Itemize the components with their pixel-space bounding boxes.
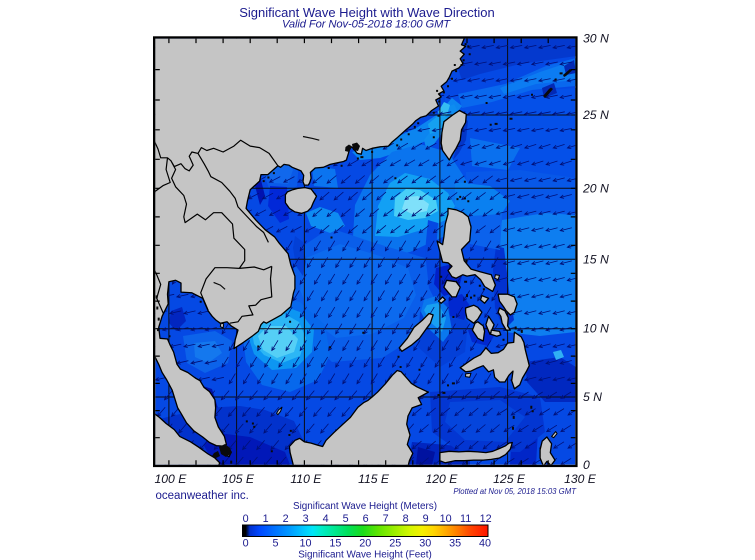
svg-text:25: 25 <box>389 538 401 550</box>
svg-text:40: 40 <box>479 538 491 550</box>
svg-text:2: 2 <box>283 513 289 525</box>
svg-text:5: 5 <box>343 513 349 525</box>
svg-text:30: 30 <box>419 538 431 550</box>
svg-text:Valid For Nov-05-2018 18:00 GM: Valid For Nov-05-2018 18:00 GMT <box>282 19 451 31</box>
svg-text:20: 20 <box>359 538 371 550</box>
svg-text:15: 15 <box>329 538 341 550</box>
svg-text:5: 5 <box>272 538 278 550</box>
svg-text:Significant Wave Height with W: Significant Wave Height with Wave Direct… <box>239 5 495 20</box>
svg-text:110 E: 110 E <box>290 472 322 486</box>
svg-text:5 N: 5 N <box>583 390 602 404</box>
svg-text:20 N: 20 N <box>582 181 609 195</box>
svg-text:12: 12 <box>480 513 492 525</box>
svg-text:6: 6 <box>363 513 369 525</box>
svg-text:10: 10 <box>440 513 452 525</box>
svg-text:105 E: 105 E <box>222 472 255 486</box>
svg-text:10: 10 <box>299 538 311 550</box>
svg-text:4: 4 <box>323 513 329 525</box>
svg-text:120 E: 120 E <box>425 472 458 486</box>
svg-text:Significant Wave Height (Feet): Significant Wave Height (Feet) <box>298 550 432 560</box>
svg-text:115 E: 115 E <box>358 472 390 486</box>
svg-text:7: 7 <box>383 513 389 525</box>
svg-text:11: 11 <box>460 513 471 525</box>
svg-text:100 E: 100 E <box>154 472 187 486</box>
svg-text:3: 3 <box>303 513 309 525</box>
svg-text:0: 0 <box>583 458 590 472</box>
svg-text:10 N: 10 N <box>583 322 609 336</box>
svg-text:125 E: 125 E <box>493 472 526 486</box>
svg-text:0: 0 <box>243 538 249 550</box>
svg-text:8: 8 <box>403 513 409 525</box>
svg-text:oceanweather inc.: oceanweather inc. <box>156 490 249 502</box>
svg-text:130 E: 130 E <box>564 472 597 486</box>
svg-text:15 N: 15 N <box>583 252 609 266</box>
svg-text:30 N: 30 N <box>583 32 609 46</box>
svg-text:1: 1 <box>263 513 269 525</box>
svg-text:35: 35 <box>449 538 461 550</box>
svg-text:9: 9 <box>423 513 429 525</box>
svg-text:Plotted at Nov 05, 2018 15:03: Plotted at Nov 05, 2018 15:03 GMT <box>453 487 577 496</box>
svg-text:0: 0 <box>243 513 249 525</box>
svg-text:25 N: 25 N <box>582 108 609 122</box>
svg-text:Significant Wave Height (Meter: Significant Wave Height (Meters) <box>293 501 437 512</box>
